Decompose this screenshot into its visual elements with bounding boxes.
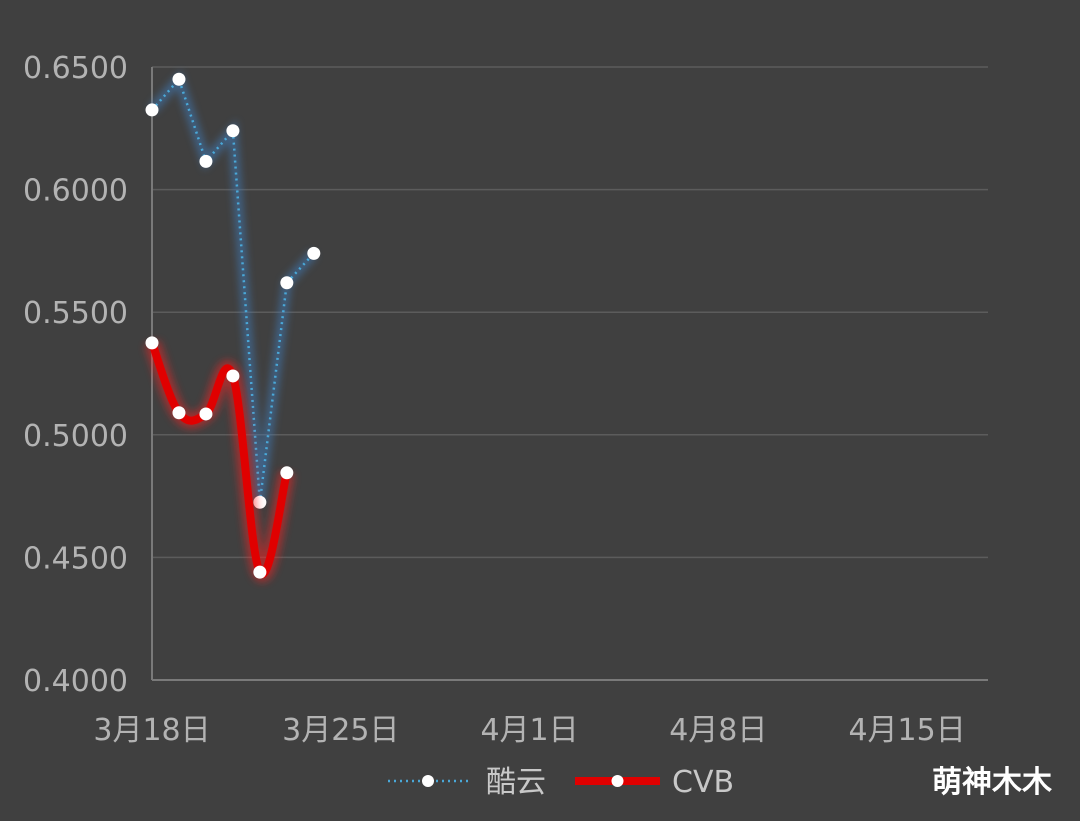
legend: 酷云 CVB <box>388 765 734 800</box>
series-1 <box>145 70 321 509</box>
y-tick-label: 0.5500 <box>23 296 128 331</box>
legend-label: 酷云 <box>486 765 546 800</box>
data-point <box>199 154 213 168</box>
x-tick-label: 3月25日 <box>282 713 399 748</box>
data-point <box>226 369 240 383</box>
x-axis-tick-labels: 3月18日 3月25日 4月1日 4月8日 4月15日 <box>93 713 965 748</box>
data-point <box>226 124 240 138</box>
x-tick-label: 4月8日 <box>669 713 767 748</box>
legend-marker <box>422 775 434 787</box>
y-tick-label: 0.6000 <box>23 174 128 209</box>
legend-item: CVB <box>575 765 734 800</box>
y-tick-label: 0.6500 <box>23 51 128 86</box>
y-tick-label: 0.4000 <box>23 664 128 699</box>
data-point <box>145 336 159 350</box>
data-point <box>280 276 294 290</box>
series-2 <box>144 336 295 583</box>
series-layer <box>144 70 321 583</box>
legend-item: 酷云 <box>388 765 546 800</box>
y-tick-label: 0.5000 <box>23 419 128 454</box>
data-point <box>253 565 267 579</box>
data-point <box>199 407 213 421</box>
data-point <box>307 246 321 260</box>
data-point <box>172 72 186 86</box>
data-point <box>280 466 294 480</box>
legend-marker <box>611 775 624 787</box>
grid <box>152 66 988 559</box>
y-tick-label: 0.4500 <box>23 541 128 576</box>
x-tick-label: 4月15日 <box>848 713 965 748</box>
y-axis-tick-labels: 0.4000 0.4500 0.5000 0.5500 0.6000 0.6500 <box>23 51 128 699</box>
data-point <box>172 406 186 420</box>
legend-label: CVB <box>672 765 734 800</box>
x-tick-label: 4月1日 <box>480 713 578 748</box>
axes <box>151 67 988 681</box>
watermark-text: 萌神木木 <box>932 765 1052 800</box>
data-point <box>145 103 159 117</box>
x-tick-label: 3月18日 <box>93 713 210 748</box>
